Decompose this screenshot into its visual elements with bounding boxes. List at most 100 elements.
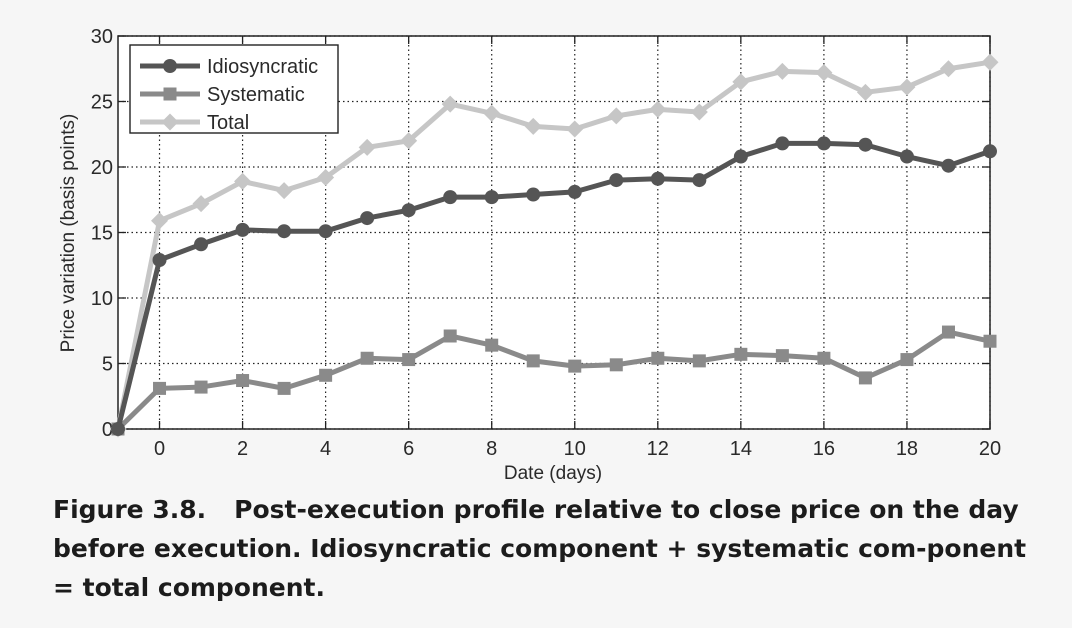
x-tick-label: 16 xyxy=(813,438,835,460)
data-point-systematic xyxy=(858,371,872,385)
series-line-systematic xyxy=(116,329,991,431)
data-point-systematic xyxy=(277,381,291,395)
caption-text: Post-execution profile relative to close… xyxy=(53,495,1027,602)
data-point-total xyxy=(649,100,667,118)
x-axis-label: Date (days) xyxy=(504,463,602,484)
y-tick-label: 15 xyxy=(91,223,113,245)
data-point-total xyxy=(151,212,169,230)
data-point-systematic xyxy=(443,329,457,343)
data-point-systematic xyxy=(194,380,208,394)
y-axis-label: Price variation (basis points) xyxy=(58,114,79,353)
series-line-total xyxy=(115,59,991,430)
data-point-total xyxy=(939,60,957,78)
data-point-total xyxy=(317,168,335,186)
data-point-idiosyncratic xyxy=(277,224,292,239)
data-point-systematic xyxy=(485,338,499,352)
data-point-total xyxy=(192,195,210,213)
data-point-total xyxy=(815,64,833,82)
data-point-systematic xyxy=(319,368,333,382)
x-tick-label: 0 xyxy=(154,438,165,460)
series-line-idiosyncratic xyxy=(115,140,991,430)
legend: Idiosyncratic Systematic Total xyxy=(129,44,339,134)
data-point-systematic xyxy=(983,334,997,348)
legend-marker-total xyxy=(161,113,179,131)
line-chart: 0 2 4 6 8 10 12 14 16 18 20 0 5 10 15 20 25 30 Idiosyncra… xyxy=(58,26,1001,484)
axes: 0 2 4 6 8 10 12 14 16 18 20 0 5 10 15 20 25 30 xyxy=(91,26,1001,460)
data-point-total xyxy=(483,104,501,122)
x-tick-label: 8 xyxy=(486,438,497,460)
data-point-idiosyncratic xyxy=(692,173,707,188)
data-point-idiosyncratic xyxy=(816,136,831,151)
x-tick-label: 18 xyxy=(896,438,918,460)
x-tick-label: 6 xyxy=(403,438,414,460)
legend-item-systematic: Systematic xyxy=(140,84,305,106)
data-point-total xyxy=(732,73,750,91)
x-tick-label: 2 xyxy=(237,438,248,460)
y-tick-label: 5 xyxy=(102,354,113,376)
data-point-idiosyncratic xyxy=(941,158,956,173)
x-tick-label: 20 xyxy=(979,438,1001,460)
data-point-idiosyncratic xyxy=(235,222,250,237)
legend-item-idiosyncratic: Idiosyncratic xyxy=(140,56,318,78)
x-tick-label: 14 xyxy=(730,438,752,460)
data-point-idiosyncratic xyxy=(650,171,665,186)
data-point-idiosyncratic xyxy=(567,184,582,199)
legend-item-total: Total xyxy=(140,112,249,134)
series-lines xyxy=(109,53,999,438)
y-tick-label: 0 xyxy=(102,419,113,441)
data-point-systematic xyxy=(900,353,914,367)
data-point-total xyxy=(981,53,999,71)
x-tick-label: 10 xyxy=(564,438,586,460)
y-tick-label: 25 xyxy=(91,92,113,114)
data-point-systematic xyxy=(402,353,416,367)
data-point-total xyxy=(358,138,376,156)
series-total xyxy=(109,53,999,438)
data-point-total xyxy=(690,103,708,121)
legend-label-total: Total xyxy=(207,112,249,134)
data-point-systematic xyxy=(568,359,582,373)
data-point-idiosyncratic xyxy=(111,422,125,436)
data-point-total xyxy=(524,117,542,135)
data-point-total xyxy=(275,182,293,200)
data-point-total xyxy=(856,83,874,101)
data-point-total xyxy=(898,78,916,96)
data-point-total xyxy=(566,120,584,138)
data-point-idiosyncratic xyxy=(360,211,375,226)
data-point-systematic xyxy=(153,381,167,395)
figure-number: Figure 3.8. xyxy=(53,495,207,524)
x-tick-label: 4 xyxy=(320,438,331,460)
y-tick-label: 20 xyxy=(91,157,113,179)
data-point-idiosyncratic xyxy=(194,237,209,252)
data-point-systematic xyxy=(526,354,540,368)
data-point-systematic xyxy=(941,325,955,339)
legend-marker-idiosyncratic xyxy=(163,59,177,73)
data-point-idiosyncratic xyxy=(484,190,499,205)
data-point-systematic xyxy=(775,349,789,363)
data-point-idiosyncratic xyxy=(152,253,167,268)
y-tick-label: 10 xyxy=(91,288,113,310)
data-point-systematic xyxy=(609,358,623,372)
data-point-idiosyncratic xyxy=(526,187,541,202)
legend-marker-systematic xyxy=(163,87,177,101)
data-point-systematic xyxy=(734,347,748,361)
data-point-total xyxy=(773,62,791,80)
data-point-systematic xyxy=(360,351,374,365)
data-point-idiosyncratic xyxy=(775,136,790,151)
data-point-idiosyncratic xyxy=(318,224,333,239)
y-tick-label: 30 xyxy=(91,26,113,48)
data-point-total xyxy=(607,107,625,125)
data-point-idiosyncratic xyxy=(983,144,997,159)
figure-caption: Figure 3.8. Post-execution profile relati… xyxy=(53,490,1043,607)
data-point-idiosyncratic xyxy=(401,203,416,218)
data-point-idiosyncratic xyxy=(899,149,914,164)
data-point-total xyxy=(234,172,252,190)
data-point-systematic xyxy=(817,351,831,365)
data-point-systematic xyxy=(692,354,706,368)
data-point-idiosyncratic xyxy=(443,190,458,205)
legend-label-idiosyncratic: Idiosyncratic xyxy=(207,56,318,78)
data-point-idiosyncratic xyxy=(858,137,873,152)
data-point-systematic xyxy=(651,351,665,365)
data-point-total xyxy=(441,95,459,113)
series-idiosyncratic xyxy=(111,136,997,436)
legend-label-systematic: Systematic xyxy=(207,84,305,106)
